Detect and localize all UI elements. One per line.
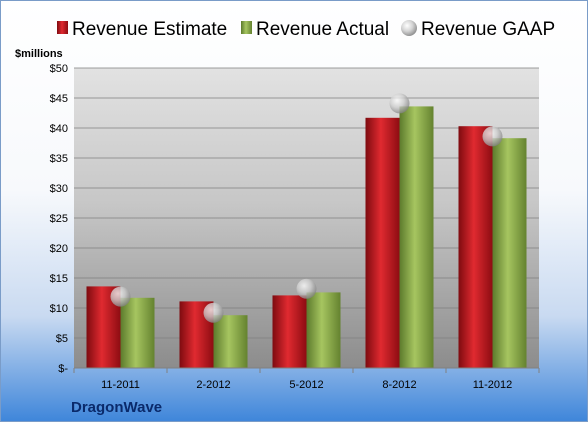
x-tick-label: 8-2012 [382, 379, 416, 391]
legend-swatch-actual [241, 21, 252, 34]
y-tick-label: $35 [50, 153, 68, 165]
gaap-marker [110, 286, 131, 307]
y-tick-label: $5 [56, 333, 68, 345]
y-tick-label: $- [58, 363, 68, 375]
legend-label-estimate: Revenue Estimate [72, 19, 227, 40]
legend-item-actual: Revenue Actual [241, 19, 389, 40]
legend-swatch-estimate [57, 21, 68, 34]
y-tick-label: $45 [50, 93, 68, 105]
legend-item-gaap: Revenue GAAP [401, 19, 555, 40]
y-tick-label: $20 [50, 243, 68, 255]
estimate-bar [458, 126, 493, 368]
bars [86, 106, 527, 369]
gaap-marker [389, 93, 410, 114]
actual-bar [213, 315, 248, 368]
y-tick-label: $15 [50, 273, 68, 285]
gaap-marker [203, 302, 224, 323]
x-axis-ticks: 11-2011 2-2012 5-2012 8-2012 11-2012 [73, 368, 540, 391]
company-name: DragonWave [71, 399, 162, 416]
y-tick-label: $50 [50, 63, 68, 75]
estimate-bar [365, 117, 400, 368]
legend-label-gaap: Revenue GAAP [421, 19, 555, 40]
y-tick-label: $10 [50, 303, 68, 315]
estimate-bar [272, 295, 307, 368]
actual-bar [120, 297, 155, 368]
y-tick-label: $25 [50, 213, 68, 225]
y-tick-label: $30 [50, 183, 68, 195]
y-tick-label: $40 [50, 123, 68, 135]
gaap-markers [110, 93, 503, 323]
x-tick-label: 2-2012 [196, 379, 230, 391]
legend: Revenue Estimate Revenue Actual Revenue … [57, 19, 555, 40]
actual-bar [306, 292, 341, 368]
legend-label-actual: Revenue Actual [256, 19, 389, 40]
x-tick-label: 5-2012 [289, 379, 323, 391]
y-axis-unit-label: $millions [15, 48, 63, 60]
x-tick-label: 11-2011 [101, 379, 140, 391]
legend-marker-gaap [401, 20, 417, 36]
gaap-marker [482, 126, 503, 147]
legend-item-estimate: Revenue Estimate [57, 19, 227, 40]
y-axis-ticks: $- $5 $10 $15 $20 $25 $30 $35 $40 $45 $50 [50, 63, 69, 375]
actual-bar [399, 106, 434, 369]
gaap-marker [296, 278, 317, 299]
actual-bar [492, 138, 527, 368]
x-tick-label: 11-2012 [473, 379, 513, 391]
